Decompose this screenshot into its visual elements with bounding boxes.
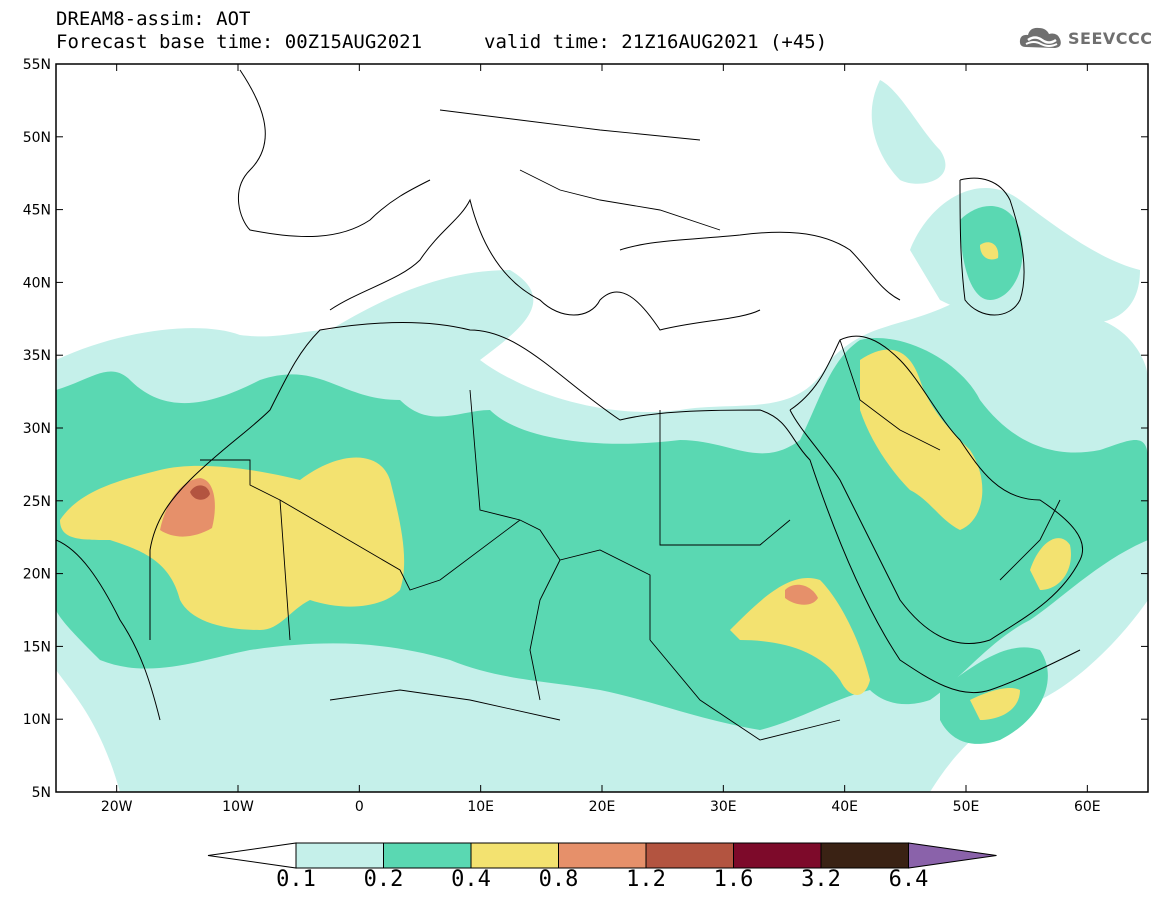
colorbar-segment [470, 842, 559, 869]
aot-contour-12 [190, 485, 210, 500]
lat-tick-label: 15N [23, 639, 51, 655]
colorbar-arrow-low [207, 842, 297, 869]
valid-time: valid time: 21Z16AUG2021 (+45) [484, 31, 828, 53]
colorbar-segment [645, 842, 734, 869]
lon-tick-label: 0 [355, 799, 364, 815]
lon-tick-label: 20E [589, 799, 616, 815]
lat-tick-label: 30N [23, 421, 51, 437]
lon-tick-label: 30E [710, 799, 737, 815]
seevccc-logo: SEEVCCC [1018, 22, 1153, 54]
aot-contour-01-north [871, 80, 946, 184]
colorbar-label: 3.2 [801, 867, 841, 892]
forecast-base-time: Forecast base time: 00Z15AUG2021 [56, 31, 423, 53]
lon-tick-label: 50E [953, 799, 980, 815]
aot-contour-08-sudan [785, 584, 818, 605]
lon-tick-label: 10W [222, 799, 254, 815]
aot-contour-04-arabia [860, 349, 983, 530]
map-title: DREAM8-assim: AOT [56, 8, 251, 30]
aot-contour-04-somalia [970, 688, 1020, 720]
colorbar-segment [733, 842, 822, 869]
colorbar-label: 1.6 [713, 867, 754, 892]
lat-tick-label: 50N [23, 130, 51, 146]
colorbar-label: 0.1 [276, 867, 316, 892]
aot-contour-04-sahara [60, 457, 405, 630]
colorbar [207, 842, 997, 869]
lon-tick-label: 10E [467, 799, 494, 815]
cloud-icon [1019, 27, 1061, 48]
longitude-axis: 20W 10W 0 10E 20E 30E 40E 50E 60E [101, 64, 1101, 815]
aot-contour-04-oman [1030, 538, 1071, 590]
colorbar-arrow-high [908, 842, 997, 869]
lon-tick-label: 20W [101, 799, 133, 815]
country-borders [200, 109, 1061, 741]
aot-contour-04-caspian [980, 242, 999, 260]
lon-tick-label: 40E [831, 799, 858, 815]
lat-tick-label: 10N [23, 712, 51, 728]
lat-tick-label: 55N [23, 57, 51, 73]
lat-tick-label: 25N [23, 494, 51, 510]
colorbar-label: 0.2 [363, 867, 404, 892]
aot-field [56, 80, 1148, 792]
coastlines [56, 69, 1084, 721]
colorbar-label: 0.8 [538, 867, 579, 892]
colorbar-segment [383, 842, 472, 869]
lat-tick-label: 35N [23, 348, 51, 364]
lat-tick-label: 5N [32, 785, 51, 801]
colorbar-segment [820, 842, 909, 869]
latitude-axis: 55N 50N 45N 40N 35N 30N 25N 20N 15N 10N 5N [23, 57, 1148, 801]
colorbar-label: 1.2 [626, 867, 666, 892]
colorbar-segment [295, 842, 384, 869]
colorbar-label: 0.4 [451, 867, 491, 892]
colorbar-label: 6.4 [888, 867, 929, 892]
lon-tick-label: 60E [1074, 799, 1101, 815]
lat-tick-label: 45N [23, 203, 51, 219]
lat-tick-label: 20N [23, 567, 51, 583]
lat-tick-label: 40N [23, 275, 51, 291]
colorbar-segment [558, 842, 647, 869]
logo-text: SEEVCCC [1068, 28, 1153, 48]
aot-contour-04-sudan [730, 578, 870, 695]
